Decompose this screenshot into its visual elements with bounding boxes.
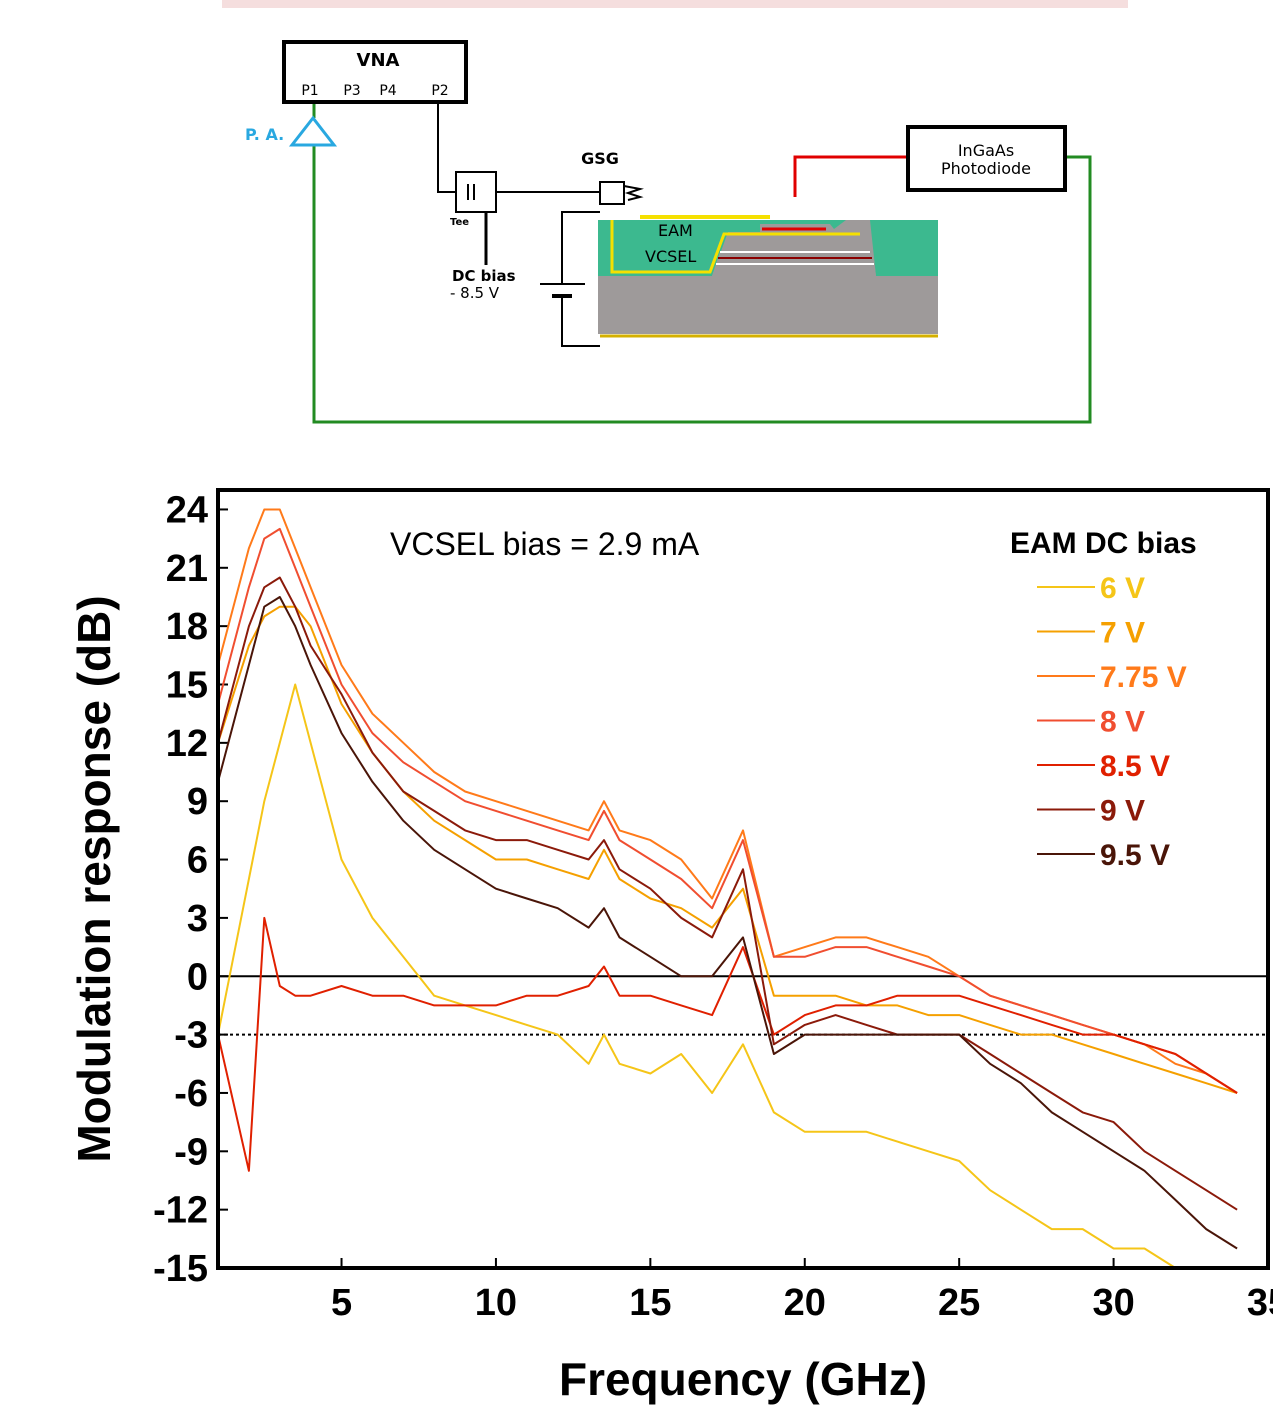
x-tick-label: 35	[1247, 1282, 1273, 1324]
chart: -15 -12 -9 -6 -3 0 3 6 9 12 15 18 21 24 5 10 15 20 25 30 35 V…	[68, 488, 1273, 1405]
legend-label: 9 V	[1100, 795, 1145, 828]
label: DC bias	[452, 267, 516, 285]
y-tick-label: 9	[187, 781, 208, 823]
substrate	[598, 276, 938, 334]
header-strip	[222, 0, 1128, 8]
label: P4	[379, 83, 396, 99]
y-tick-label: -3	[174, 1015, 208, 1057]
label: P2	[431, 83, 448, 99]
x-tick-label: 5	[331, 1282, 352, 1324]
label: P3	[343, 83, 360, 99]
label: Tee	[450, 217, 469, 228]
series-line	[218, 683, 1238, 1268]
x-tick-label: 20	[784, 1282, 826, 1324]
series-line	[218, 508, 1238, 1094]
y-tick-label: 21	[166, 548, 208, 590]
y-tick-label: 24	[166, 489, 208, 531]
label: VNA	[357, 50, 400, 71]
label: - 8.5 V	[450, 284, 500, 302]
amplifier-symbol	[288, 115, 338, 147]
fiber	[793, 155, 908, 197]
label: P1	[301, 83, 318, 99]
x-tick-label: 25	[938, 1282, 980, 1324]
wire	[437, 102, 456, 193]
x-tick-label: 15	[629, 1282, 671, 1324]
series-line	[218, 605, 1238, 1094]
y-tick-label: 6	[187, 840, 208, 882]
legend-label: 9.5 V	[1100, 839, 1170, 872]
tee-box	[455, 171, 497, 213]
y-tick-label: 15	[166, 665, 208, 707]
y-tick-label: 12	[166, 723, 208, 765]
photodiode-box	[906, 125, 1067, 192]
label: InGaAs	[958, 141, 1014, 160]
y-tick-label: 3	[187, 898, 208, 940]
series-line	[218, 916, 1238, 1172]
y-tick-label: 18	[166, 606, 208, 648]
legend-label: 7 V	[1100, 617, 1145, 650]
y-tick-label: -12	[153, 1190, 208, 1232]
series-line	[218, 576, 1238, 1211]
legend-label: 7.75 V	[1100, 661, 1187, 694]
wire	[561, 296, 600, 347]
series-line	[218, 527, 1238, 1094]
setup-diagram: P. A. VNA P1 P3 P4 P2 Tee DC bias - 8.5 …	[222, 0, 1128, 424]
y-axis-label: Modulation response (dB)	[68, 595, 120, 1162]
annotation: VCSEL bias = 2.9 mA	[390, 526, 700, 562]
label: EAM	[658, 221, 693, 240]
label: VCSEL	[645, 247, 696, 266]
plot-frame	[216, 488, 1270, 1270]
y-tick-label: -6	[174, 1073, 208, 1115]
probe	[599, 181, 625, 205]
x-tick-label: 10	[475, 1282, 517, 1324]
legend-label: 8 V	[1100, 706, 1145, 739]
label: GSG	[581, 149, 619, 168]
series-line	[218, 596, 1238, 1250]
legend-label: 8.5 V	[1100, 750, 1170, 783]
legend-label: 6 V	[1100, 572, 1145, 605]
x-axis-label: Frequency (GHz)	[559, 1353, 927, 1405]
wire	[561, 211, 600, 284]
legend-title: EAM DC bias	[1010, 527, 1197, 560]
lines	[218, 508, 1238, 1268]
vna-box	[282, 40, 468, 104]
label: Photodiode	[941, 159, 1031, 178]
contact	[610, 220, 860, 274]
probe-tip	[623, 185, 644, 201]
y-tick-label: -15	[153, 1248, 208, 1290]
x-tick-label: 30	[1092, 1282, 1134, 1324]
label: P. A.	[245, 125, 284, 144]
y-tick-label: 0	[187, 956, 208, 998]
y-tick-label: -9	[174, 1131, 208, 1173]
wire	[312, 145, 1092, 424]
